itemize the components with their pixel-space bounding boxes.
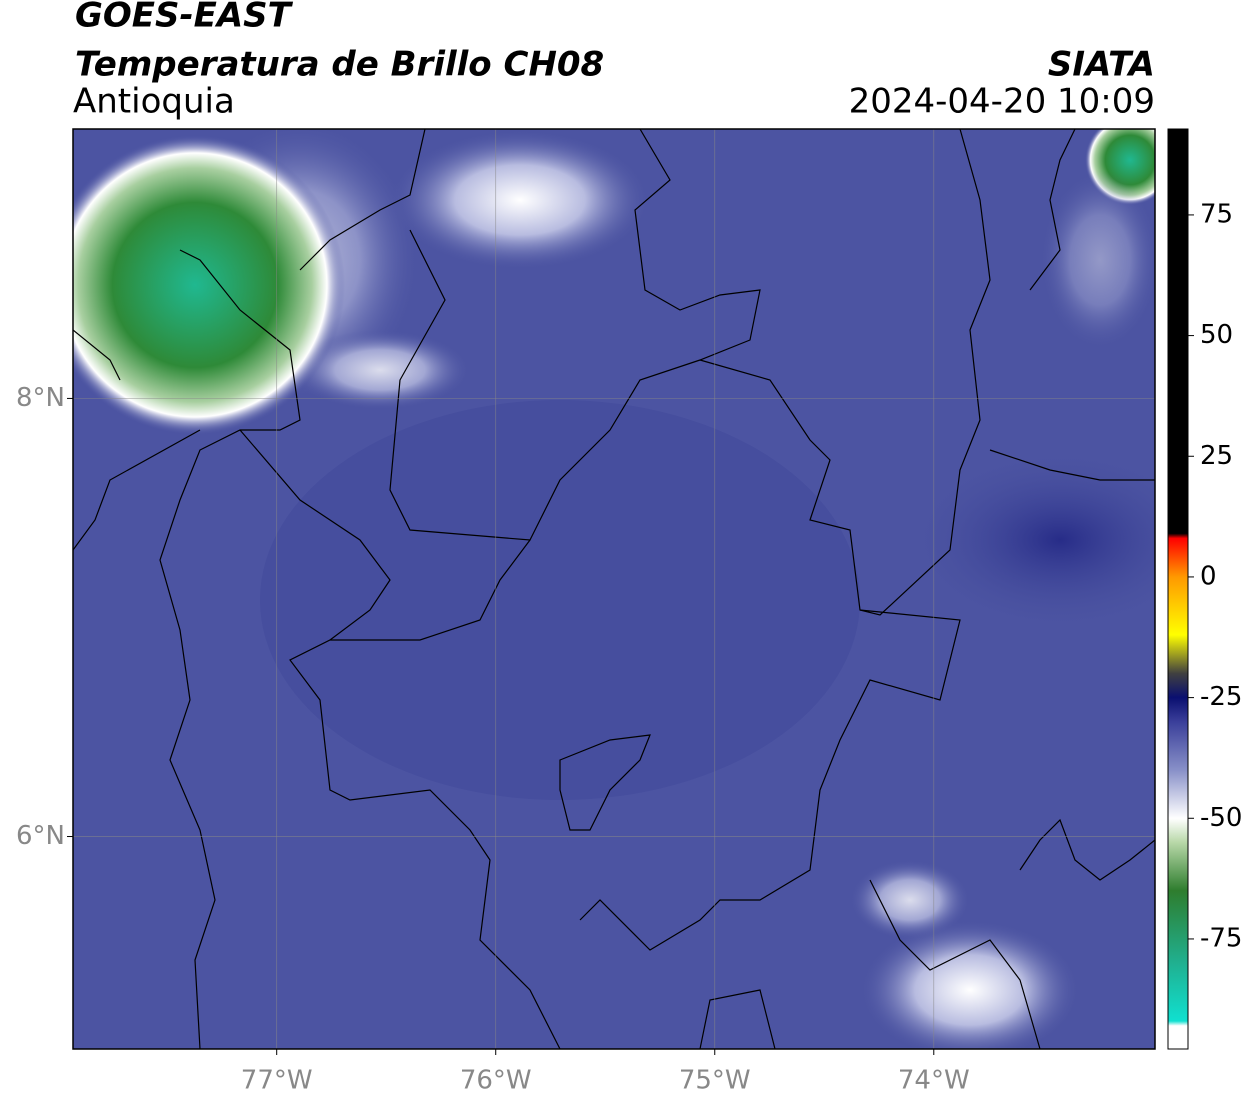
source: SIATA xyxy=(1048,45,1155,85)
subtitle: Temperatura de Brillo CH08 xyxy=(75,45,604,85)
x-tick-label: 77°W xyxy=(241,1066,313,1096)
map-frame xyxy=(72,128,1156,1050)
title: GOES-EAST xyxy=(75,0,294,36)
field-patch xyxy=(260,400,860,800)
colorbar-tick-label: 75 xyxy=(1200,199,1233,229)
map-field xyxy=(73,129,1155,1049)
cloud-top xyxy=(73,135,345,435)
colorbar-tick-label: -75 xyxy=(1200,923,1242,953)
x-tick-label: 75°W xyxy=(679,1066,751,1096)
field-patch xyxy=(850,860,970,940)
field-patch xyxy=(290,330,470,410)
datetime: 2024-04-20 10:09 xyxy=(849,82,1155,122)
field-patch xyxy=(860,920,1080,1049)
region: Antioquia xyxy=(73,82,235,122)
borders xyxy=(73,129,1155,1049)
colorbar-tick-label: -25 xyxy=(1200,682,1242,712)
y-tick-label: 6°N xyxy=(16,821,65,851)
colorbar-tick-label: 50 xyxy=(1200,320,1233,350)
colorbar xyxy=(1167,128,1189,1050)
colorbar-tick-label: 25 xyxy=(1200,441,1233,471)
x-tick-label: 74°W xyxy=(898,1066,970,1096)
graticule xyxy=(73,129,1155,1049)
y-tick-label: 8°N xyxy=(16,383,65,413)
x-tick-label: 76°W xyxy=(460,1066,532,1096)
colorbar-tick-label: 0 xyxy=(1200,561,1217,591)
field-patch xyxy=(1040,170,1155,350)
colorbar-tick-label: -50 xyxy=(1200,803,1242,833)
field-patch xyxy=(910,450,1155,630)
field-patch xyxy=(390,130,650,270)
